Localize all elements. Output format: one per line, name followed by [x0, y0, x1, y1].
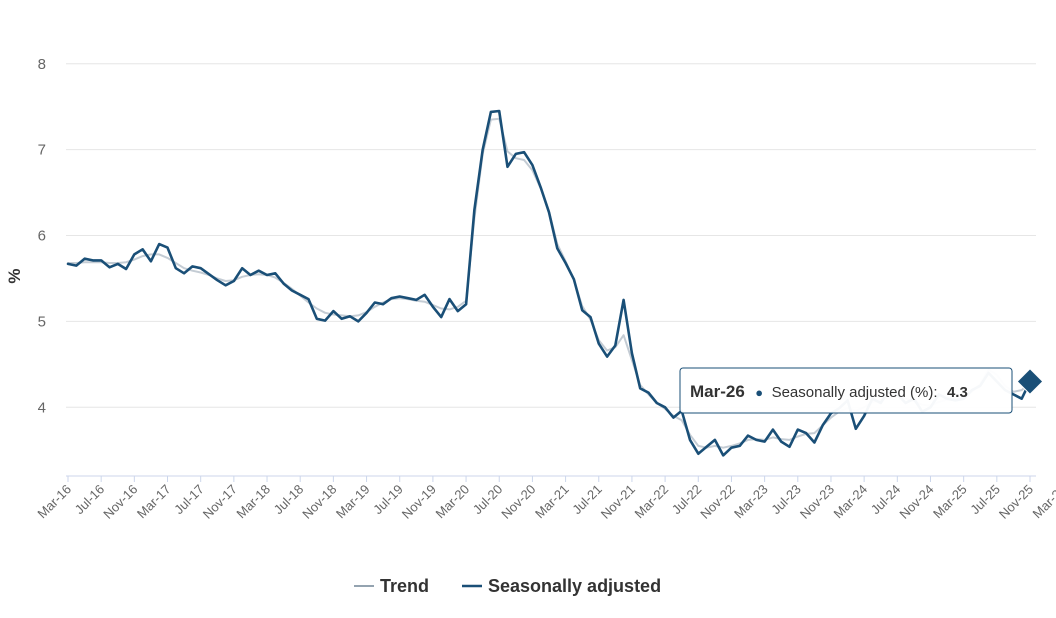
x-tick-label: Mar-22	[631, 482, 671, 522]
y-axis-label: %	[5, 268, 24, 283]
legend: Trend Seasonally adjusted	[354, 576, 661, 596]
legend-sa-label: Seasonally adjusted	[488, 576, 661, 596]
tooltip-box	[679, 367, 1013, 414]
x-tick-label: Mar-18	[233, 482, 273, 522]
x-tick-label: Mar-20	[432, 482, 472, 522]
x-tick-label: Nov-23	[797, 482, 837, 522]
x-tick-label: Mar-19	[333, 482, 373, 522]
x-tick-label: Mar-25	[930, 482, 970, 522]
tooltip-label: Seasonally adjusted (%):	[772, 384, 938, 401]
x-tick-label: Nov-17	[200, 482, 240, 522]
legend-item-seasonally-adjusted[interactable]: Seasonally adjusted	[462, 576, 661, 596]
x-tick-label: Mar-24	[831, 482, 871, 522]
hover-marker	[1016, 368, 1044, 395]
tooltip-text: Mar-26 ● Seasonally adjusted (%): 4.3	[690, 382, 968, 401]
x-tick-label: Nov-25	[996, 482, 1036, 522]
legend-item-trend[interactable]: Trend	[354, 576, 429, 596]
x-tick-label: Nov-22	[697, 482, 737, 522]
x-tick-label: Mar-16	[34, 482, 74, 522]
x-axis-ticks: Mar-16Jul-16Nov-16Mar-17Jul-17Nov-17Mar-…	[34, 476, 1056, 522]
y-axis-ticks: 4 5 6 7 8	[38, 56, 46, 417]
x-tick-label: Nov-18	[299, 482, 339, 522]
x-tick-label: Nov-24	[896, 482, 936, 522]
y-tick-label: 5	[38, 313, 46, 330]
x-tick-label: Nov-19	[399, 482, 439, 522]
tooltip-value: 4.3	[947, 384, 968, 401]
x-tick-label: Mar-21	[532, 482, 572, 522]
y-tick-label: 8	[38, 56, 46, 73]
y-tick-label: 7	[38, 142, 46, 159]
x-tick-label: Nov-21	[598, 482, 638, 522]
x-tick-label: Nov-20	[498, 482, 538, 522]
x-tick-label: Mar-23	[731, 482, 771, 522]
tooltip-period: Mar-26	[690, 382, 745, 401]
x-tick-label: Mar-17	[134, 482, 174, 522]
y-tick-label: 4	[38, 399, 46, 416]
x-tick-label: Mar-26	[1030, 482, 1056, 522]
tooltip-bullet: ●	[755, 385, 763, 400]
x-tick-label: Nov-16	[100, 482, 140, 522]
tooltip: Mar-26 ● Seasonally adjusted (%): 4.3	[679, 367, 1013, 414]
legend-trend-label: Trend	[380, 576, 429, 596]
grid-lines	[66, 63, 1036, 408]
y-tick-label: 6	[38, 228, 46, 245]
